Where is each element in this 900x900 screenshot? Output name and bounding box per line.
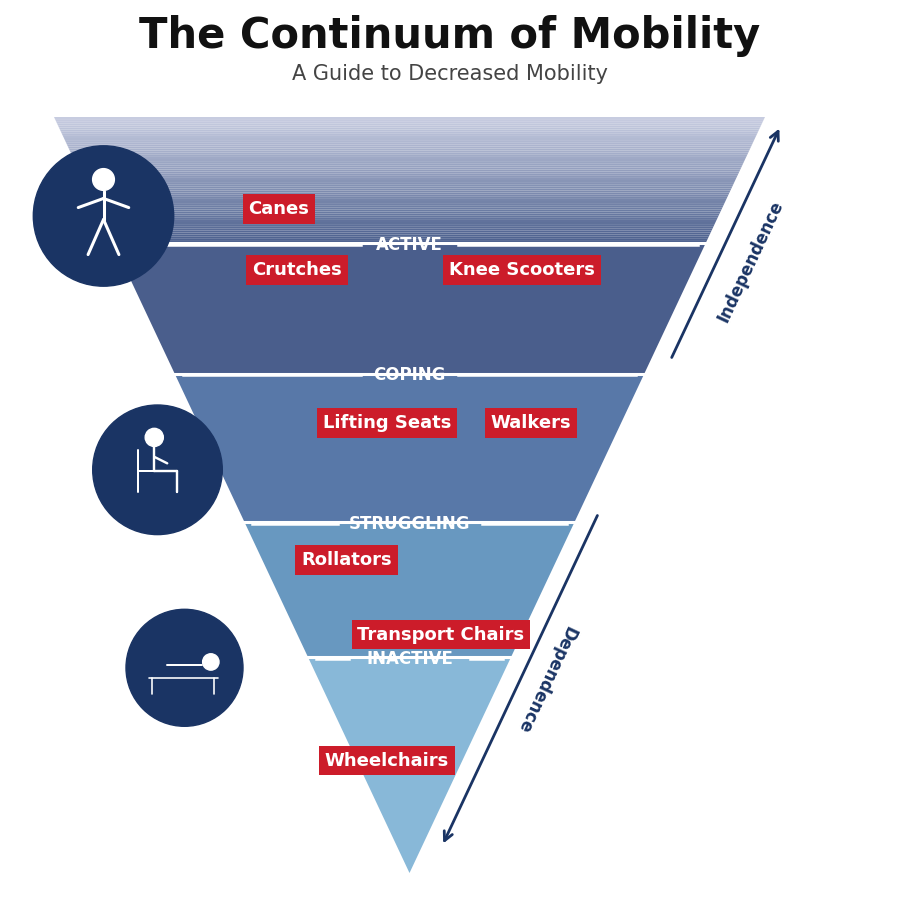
Polygon shape [308,657,511,873]
Text: STRUGGLING: STRUGGLING [349,515,470,533]
Polygon shape [60,130,759,131]
Polygon shape [76,163,743,166]
Text: Canes: Canes [248,200,310,218]
Circle shape [33,146,174,286]
Polygon shape [70,150,749,153]
Polygon shape [99,213,720,216]
Text: Rollators: Rollators [302,551,392,569]
Text: Knee Scooters: Knee Scooters [449,261,595,279]
Text: COPING: COPING [374,366,446,384]
Polygon shape [62,134,757,136]
Polygon shape [56,122,763,123]
Polygon shape [80,172,739,174]
Text: Transport Chairs: Transport Chairs [357,626,525,644]
Polygon shape [86,184,734,186]
Polygon shape [111,237,708,239]
Polygon shape [103,220,716,222]
Polygon shape [102,218,717,220]
Polygon shape [92,197,727,199]
Polygon shape [106,229,713,230]
Polygon shape [67,144,752,147]
Polygon shape [96,207,723,210]
Polygon shape [58,125,761,128]
Polygon shape [58,128,760,130]
Polygon shape [65,140,754,142]
Text: INACTIVE: INACTIVE [366,650,453,668]
Polygon shape [104,222,716,224]
Polygon shape [84,180,735,182]
Polygon shape [245,522,574,657]
Circle shape [202,653,219,670]
Polygon shape [105,226,714,229]
Polygon shape [83,178,736,180]
Polygon shape [76,166,742,167]
Polygon shape [101,216,718,218]
Polygon shape [63,136,756,138]
Polygon shape [57,123,762,125]
Polygon shape [87,188,732,191]
Polygon shape [78,169,741,172]
Polygon shape [98,212,721,213]
Text: Wheelchairs: Wheelchairs [325,752,449,770]
Polygon shape [108,232,711,235]
Polygon shape [61,131,758,134]
Polygon shape [91,194,728,197]
Polygon shape [109,235,710,237]
Polygon shape [75,161,744,163]
Polygon shape [55,119,764,122]
Circle shape [126,609,243,726]
Text: ACTIVE: ACTIVE [376,236,443,254]
Polygon shape [72,155,747,157]
Polygon shape [77,167,742,169]
Text: The Continuum of Mobility: The Continuum of Mobility [140,15,760,57]
Polygon shape [107,230,712,232]
Polygon shape [81,174,738,176]
Polygon shape [104,224,715,226]
Text: Crutches: Crutches [252,261,342,279]
Polygon shape [88,191,731,193]
Text: Lifting Seats: Lifting Seats [323,414,451,432]
Polygon shape [68,147,752,149]
Polygon shape [66,142,753,144]
Polygon shape [112,241,706,243]
Polygon shape [73,157,746,159]
Text: Dependence: Dependence [513,623,579,736]
Polygon shape [175,374,644,522]
Polygon shape [74,159,745,161]
Polygon shape [97,210,722,212]
Polygon shape [86,186,733,188]
Polygon shape [68,148,751,150]
Polygon shape [71,153,748,155]
Polygon shape [93,199,726,201]
Circle shape [93,168,114,191]
Text: Independence: Independence [715,197,788,325]
Polygon shape [94,203,725,205]
Polygon shape [54,117,765,119]
Polygon shape [95,205,724,207]
Polygon shape [94,201,725,203]
Text: A Guide to Decreased Mobility: A Guide to Decreased Mobility [292,64,608,84]
Circle shape [145,428,163,446]
Polygon shape [64,138,755,140]
Polygon shape [85,182,734,184]
Polygon shape [82,176,737,178]
Circle shape [93,405,222,535]
Text: Walkers: Walkers [491,414,572,432]
Polygon shape [113,243,706,374]
Polygon shape [112,238,707,241]
Polygon shape [89,193,729,194]
